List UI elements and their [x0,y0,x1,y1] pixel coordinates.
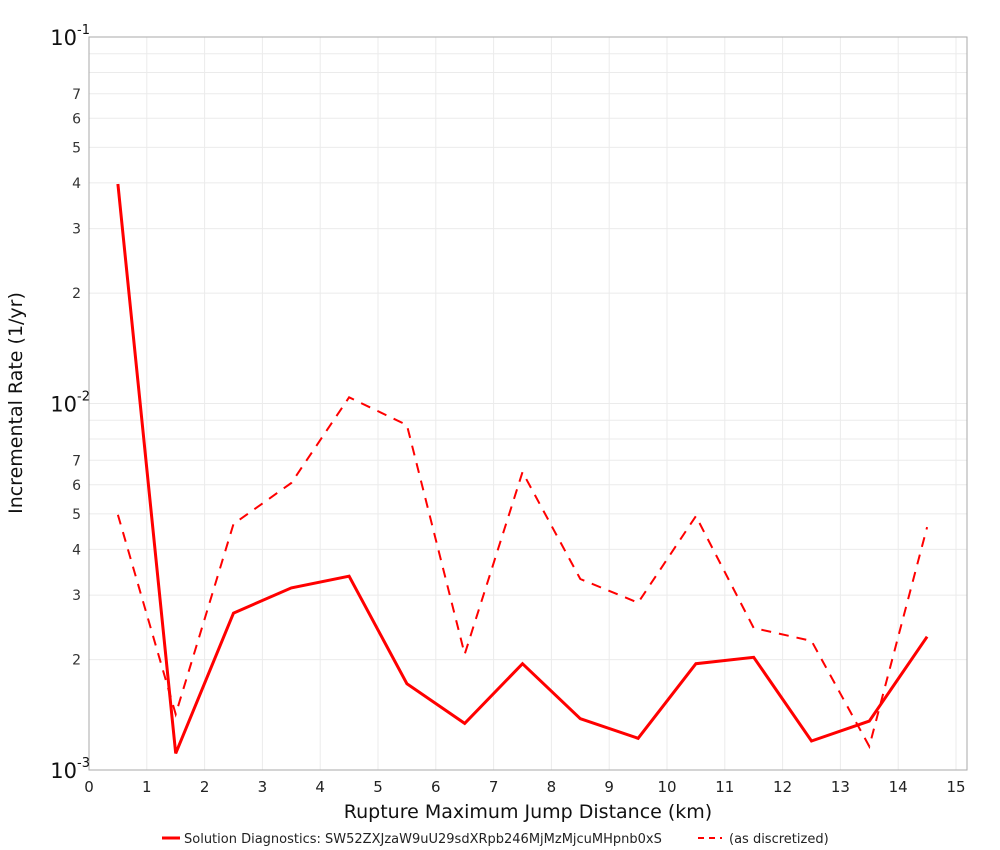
x-tick-label: 8 [547,778,557,796]
x-tick-label: 0 [84,778,94,796]
x-axis-title: Rupture Maximum Jump Distance (km) [344,801,712,823]
x-tick-label: 9 [604,778,614,796]
x-tick-label: 15 [946,778,965,796]
x-tick-label: 10 [657,778,676,796]
y-minor-tick-label: 4 [72,542,81,558]
series-layer [116,183,929,754]
y-decade-label: 10 -2 [50,390,90,417]
y-minor-tick-label: 7 [72,87,81,103]
x-tick-label: 11 [715,778,734,796]
y-minor-tick-label: 4 [72,176,81,192]
y-decade-exponent: -2 [77,390,90,405]
y-decade-exponent: -1 [77,23,90,38]
plot-border [88,36,968,771]
x-tick-label: 1 [142,778,152,796]
y-minor-tick-label: 2 [72,653,81,669]
y-minor-tick-label: 2 [72,286,81,302]
x-tick-label: 7 [489,778,499,796]
y-minor-tick-label: 3 [72,222,81,238]
y-minor-tick-label: 6 [72,111,81,127]
y-minor-tick-label: 6 [72,478,81,494]
legend-label-discretized: (as discretized) [729,832,829,847]
y-decade-label: 10 -1 [50,23,90,50]
y-decade-base: 10 [50,26,77,50]
y-minor-tick-label: 3 [72,588,81,604]
y-minor-tick-label: 5 [72,507,81,523]
x-tick-label: 12 [773,778,792,796]
x-tick-label: 14 [889,778,908,796]
x-axis-ticks: 0 1 2 3 4 5 6 7 8 9 10 11 12 13 14 15 [84,778,965,796]
x-tick-label: 4 [315,778,325,796]
x-tick-label: 13 [831,778,850,796]
y-axis-title: Incremental Rate (1/yr) [5,292,27,514]
x-tick-label: 5 [373,778,383,796]
series-line-solution [116,183,929,754]
y-decade-exponent: -3 [77,756,90,771]
legend-label-solution: Solution Diagnostics: SW52ZXJzaW9uU29sdX… [184,832,662,847]
x-tick-label: 2 [200,778,210,796]
x-tick-label: 6 [431,778,441,796]
legend: Solution Diagnostics: SW52ZXJzaW9uU29sdX… [162,832,829,847]
grid-lines [89,37,967,770]
y-decade-label: 10 -3 [50,756,90,783]
y-minor-tick-label: 5 [72,140,81,156]
y-decade-base: 10 [50,759,77,783]
y-decade-base: 10 [50,393,77,417]
y-minor-tick-label: 7 [72,453,81,469]
x-tick-label: 3 [258,778,268,796]
